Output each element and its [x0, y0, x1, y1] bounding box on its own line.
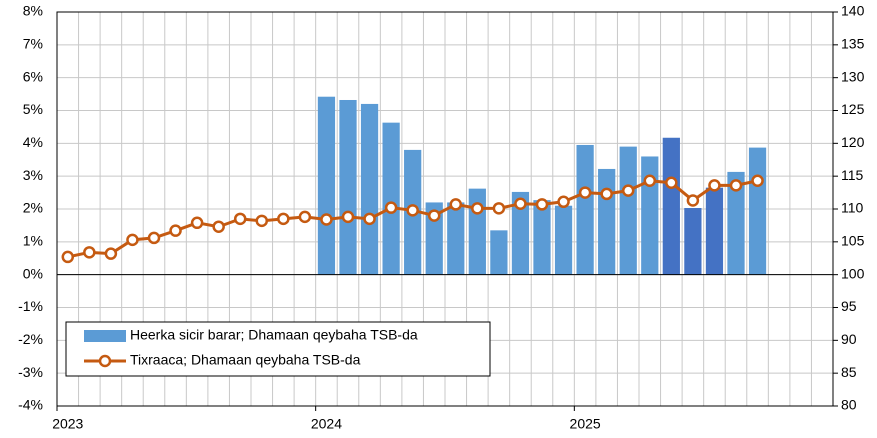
bar	[339, 99, 357, 275]
bar	[533, 200, 551, 275]
bar	[727, 171, 745, 275]
y-tick-label: 0%	[23, 265, 43, 281]
line-marker	[557, 195, 570, 209]
x-tick-label: 2024	[311, 416, 342, 432]
bar	[490, 230, 508, 275]
line-marker	[363, 212, 376, 226]
y2-tick-label: 90	[841, 331, 857, 347]
bar	[641, 156, 659, 275]
y-tick-label: 1%	[23, 233, 43, 249]
y2-tick-label: 130	[841, 68, 865, 84]
line-marker	[277, 212, 290, 226]
bar	[684, 208, 702, 275]
y2-tick-label: 80	[841, 397, 857, 413]
y-tick-label: 5%	[23, 101, 43, 117]
y-tick-label: 7%	[23, 36, 43, 52]
bar	[382, 122, 400, 275]
line-marker	[169, 224, 182, 237]
legend-swatch-marker	[98, 354, 112, 368]
line-marker	[471, 202, 484, 215]
legend-box	[65, 321, 491, 377]
y-tick-label: 4%	[23, 134, 43, 150]
line-marker	[665, 176, 678, 189]
legend-label: Tixraaca; Dhamaan qeybaha TSB-da	[130, 352, 361, 368]
plot-border	[56, 11, 834, 407]
line-marker	[535, 198, 549, 211]
bar	[748, 147, 767, 275]
y-tick-label: 2%	[23, 200, 43, 216]
line-marker	[320, 213, 333, 226]
line-marker	[621, 184, 635, 197]
line-marker	[255, 214, 269, 228]
line-marker	[126, 233, 139, 247]
y-tick-label: -3%	[18, 364, 43, 380]
y-tick-label: -1%	[18, 298, 43, 314]
line-marker	[600, 187, 613, 201]
line-marker	[61, 250, 75, 264]
bar	[576, 144, 594, 275]
y2-tick-label: 85	[841, 364, 857, 380]
bar	[554, 205, 573, 275]
bar	[447, 202, 465, 275]
y2-tick-label: 125	[841, 101, 865, 117]
line-marker	[212, 220, 225, 233]
line-marker	[578, 186, 592, 199]
bar	[705, 187, 724, 275]
bar	[662, 137, 680, 275]
y2-tick-label: 105	[841, 233, 865, 249]
y-tick-label: 6%	[23, 68, 43, 84]
line-marker	[147, 231, 161, 245]
y2-tick-label: 140	[841, 3, 865, 19]
y2-tick-label: 115	[841, 167, 864, 183]
y-tick-label: -4%	[18, 397, 43, 413]
y2-tick-label: 95	[841, 298, 857, 314]
bar	[317, 96, 336, 275]
bar	[619, 146, 637, 275]
line-marker	[190, 216, 204, 230]
line-marker	[298, 210, 312, 224]
y2-tick-label: 110	[841, 200, 864, 216]
line-marker	[729, 179, 743, 192]
legend: Heerka sicir barar; Dhamaan qeybaha TSB-…	[65, 321, 491, 377]
bar	[598, 168, 616, 275]
y-tick-label: -2%	[18, 331, 43, 347]
line-marker	[341, 210, 355, 224]
bar	[360, 103, 379, 275]
line-marker	[384, 201, 398, 214]
line-marker	[104, 247, 118, 260]
y-tick-label: 8%	[23, 3, 43, 19]
bar	[511, 191, 530, 275]
y2-tick-label: 100	[841, 265, 865, 281]
line-marker	[643, 174, 657, 188]
bar	[425, 202, 443, 275]
bar	[468, 188, 486, 275]
y2-tick-label: 135	[841, 36, 865, 52]
line-marker	[427, 209, 441, 222]
line-marker	[492, 202, 506, 215]
line-marker	[708, 179, 721, 192]
y2-tick-label: 120	[841, 134, 865, 150]
line-marker	[751, 174, 764, 188]
y-tick-label: 3%	[23, 167, 43, 183]
line-marker	[514, 197, 527, 210]
line-marker	[406, 204, 419, 217]
x-tick-label: 2023	[52, 416, 83, 432]
legend-swatch	[84, 330, 126, 342]
line-marker	[233, 212, 247, 226]
line-marker	[449, 198, 463, 211]
line-marker	[83, 246, 96, 259]
line-marker	[686, 194, 700, 207]
x-tick-label: 2025	[570, 416, 601, 432]
legend-label: Heerka sicir barar; Dhamaan qeybaha TSB-…	[130, 327, 418, 343]
